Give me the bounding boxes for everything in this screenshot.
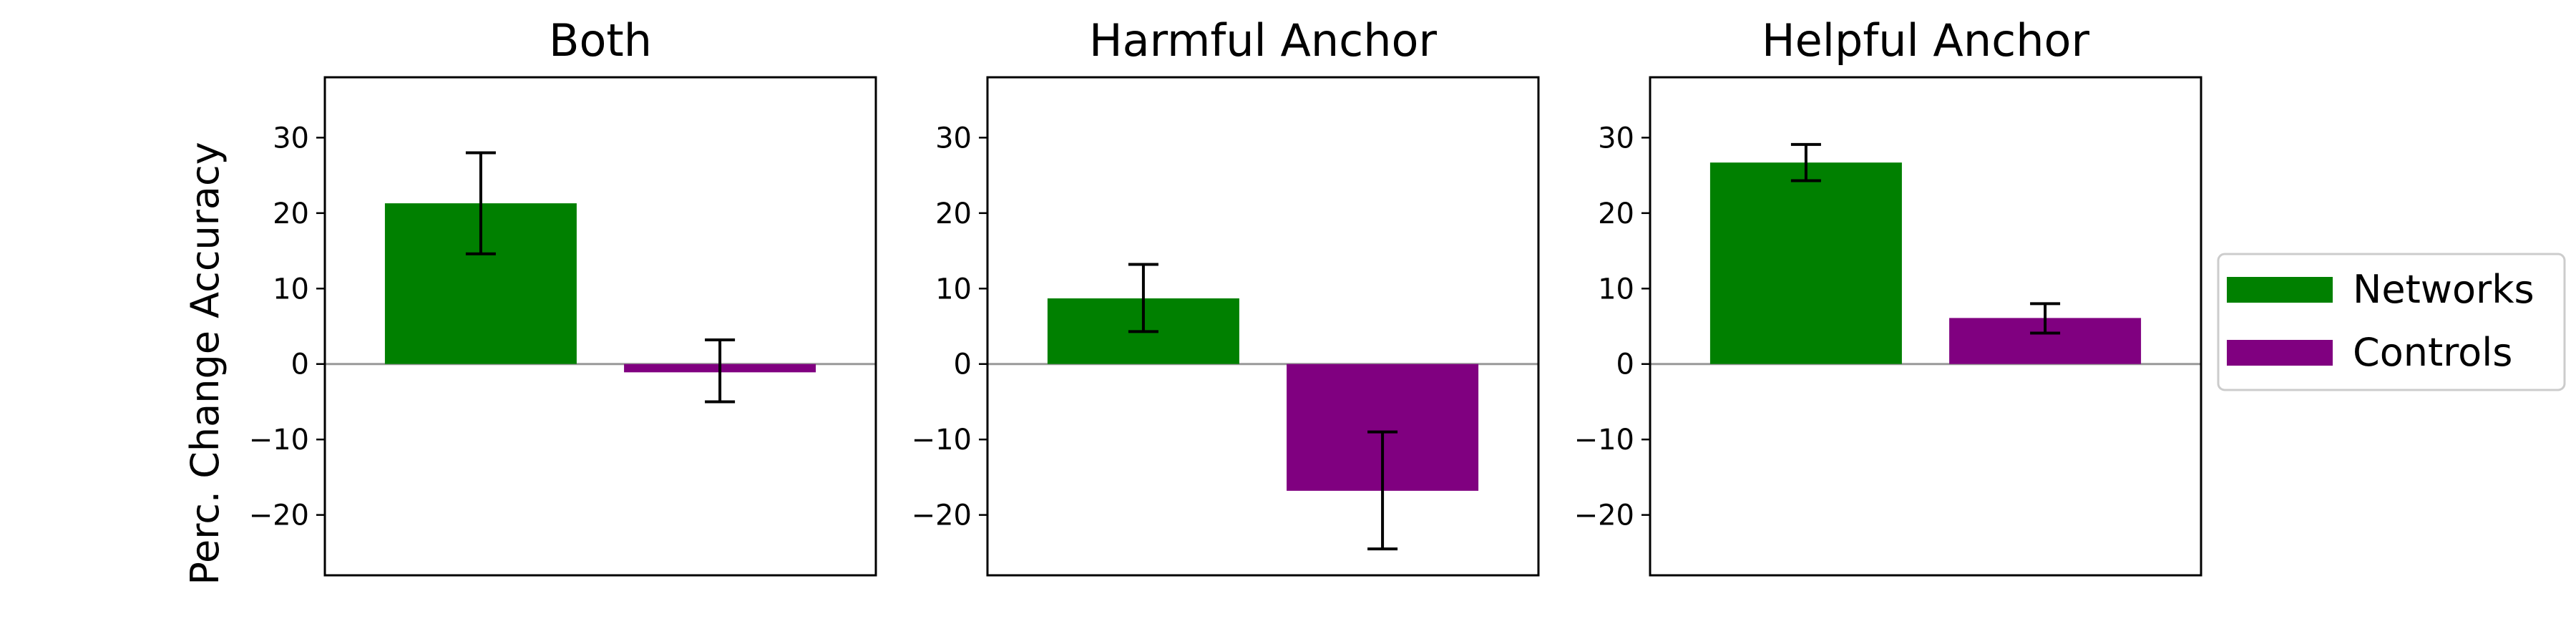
y-tick-label: −10 (912, 424, 972, 457)
legend-label-controls: Controls (2353, 330, 2512, 375)
y-axis-label: Perc. Change Accuracy (182, 142, 228, 585)
y-tick-label: −10 (1574, 424, 1634, 457)
y-tick-label: 30 (1598, 122, 1634, 155)
y-tick-label: 10 (1598, 273, 1634, 306)
y-tick-label: 20 (273, 197, 309, 230)
y-tick-label: 20 (935, 197, 972, 230)
legend-label-networks: Networks (2353, 267, 2534, 312)
y-tick-label: −20 (1574, 499, 1634, 532)
panel-title: Harmful Anchor (1089, 14, 1437, 67)
y-tick-label: −20 (912, 499, 972, 532)
y-tick-label: 0 (291, 348, 309, 381)
y-tick-label: −20 (249, 499, 309, 532)
panel-1: Harmful Anchor 30 20 10 0 −10 −20 (912, 14, 1540, 577)
panel-title: Helpful Anchor (1762, 14, 2089, 67)
panel-2: Helpful Anchor 30 20 10 0 −10 −20 (1574, 14, 2202, 577)
y-tick-label: 30 (935, 122, 972, 155)
chart-panels: Both 30 20 10 0 −10 −20 Harmful Anchor 30 20 10 0 −1… (249, 14, 2202, 577)
legend: Networks Controls (2217, 253, 2566, 391)
legend-swatch-controls (2227, 340, 2333, 366)
y-tick-label: 10 (935, 273, 972, 306)
y-tick-label: 0 (954, 348, 972, 381)
y-tick-label: −10 (249, 424, 309, 457)
y-tick-label: 20 (1598, 197, 1634, 230)
axes-frame (986, 76, 1540, 577)
axes-frame (1649, 76, 2202, 577)
y-tick-label: 0 (1616, 348, 1634, 381)
panel-0: Both 30 20 10 0 −10 −20 (249, 14, 877, 577)
legend-swatch-networks (2227, 277, 2333, 303)
axes-frame (323, 76, 877, 577)
y-tick-label: 30 (273, 122, 309, 155)
y-tick-label: 10 (273, 273, 309, 306)
panel-title: Both (549, 14, 652, 67)
bar-networks (1709, 162, 1902, 364)
